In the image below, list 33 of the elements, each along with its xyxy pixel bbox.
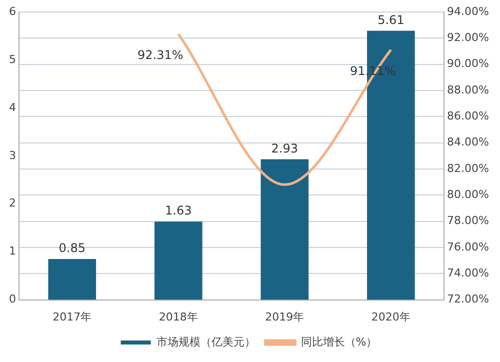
y-tick-label: 5: [9, 52, 16, 66]
y2-tick-label: 76.00%: [447, 240, 490, 254]
bar: [154, 222, 202, 300]
y-tick-label: 4: [9, 100, 16, 114]
legend-label: 同比增长（%）: [300, 335, 378, 348]
data-label: 0.85: [58, 241, 86, 256]
y-tick-label: 2: [9, 196, 16, 210]
y2-tick-label: 88.00%: [447, 83, 490, 96]
bar: [48, 259, 96, 300]
y2-tick-label: 82.00%: [447, 162, 490, 175]
legend-label: 市场规模（亿美元）: [156, 335, 256, 348]
data-label: 1.63: [165, 204, 192, 218]
y2-tick-label: 72.00%: [447, 292, 490, 306]
y-tick-label: 3: [9, 148, 16, 162]
y2-tick-label: 92.00%: [447, 31, 490, 44]
y2-tick-label: 84.00%: [447, 136, 490, 149]
x-tick-label: 2018年: [158, 310, 198, 324]
data-label: 92.31%: [138, 48, 184, 62]
bar: [260, 159, 309, 300]
data-label: 5.61: [378, 12, 404, 27]
y-tick-label: 6: [9, 4, 16, 18]
y2-tick-label: 78.00%: [447, 214, 490, 228]
x-tick-label: 2017年: [52, 310, 92, 324]
y-tick-label: 1: [9, 244, 16, 258]
y-tick-label: 0: [9, 292, 16, 306]
y2-tick-label: 90.00%: [447, 57, 490, 70]
data-label: 2.93: [271, 141, 298, 156]
x-tick-label: 2019年: [265, 310, 304, 324]
y2-tick-label: 86.00%: [447, 110, 490, 123]
y2-tick-label: 94.00%: [447, 4, 490, 18]
x-tick-label: 2020年: [371, 310, 410, 324]
y2-tick-label: 80.00%: [447, 188, 490, 202]
y2-tick-label: 74.00%: [447, 266, 490, 280]
